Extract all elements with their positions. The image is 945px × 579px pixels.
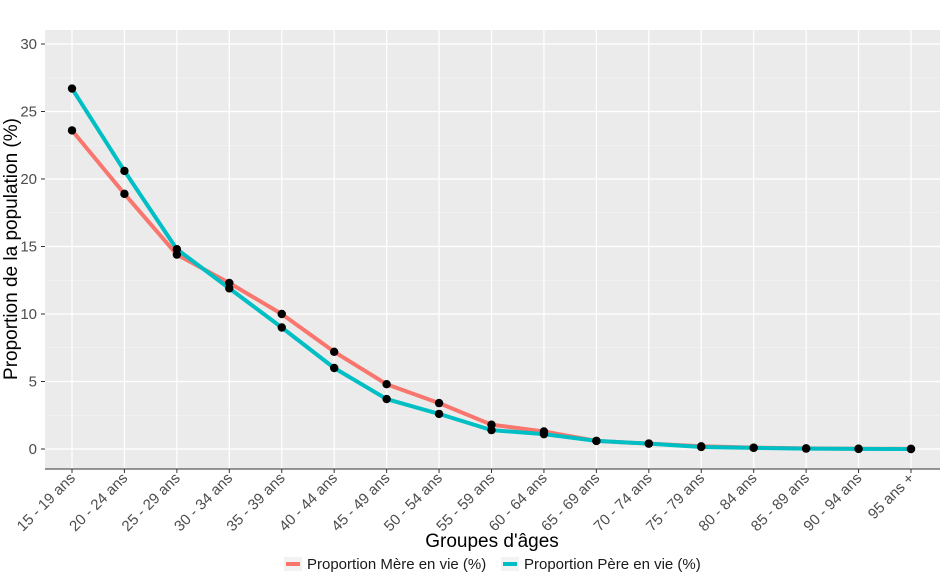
legend-label-pere: Proportion Père en vie (%)	[524, 556, 701, 573]
data-point-pere	[277, 323, 286, 332]
data-point-pere	[801, 444, 811, 453]
data-point-pere	[329, 363, 339, 373]
y-tick-label: 5	[29, 374, 37, 391]
x-tick-label: 95 ans +	[865, 470, 918, 523]
y-tick-label: 10	[20, 306, 37, 323]
y-tick-label: 0	[29, 441, 37, 458]
data-point-pere	[382, 394, 391, 404]
data-point-pere	[172, 245, 182, 254]
y-tick-label: 20	[20, 171, 37, 188]
data-points	[67, 84, 916, 454]
data-point-mere	[329, 347, 339, 356]
y-axis-ticks: 0 5 10 15 20 25 30	[20, 36, 45, 458]
legend-item-pere: Proportion Père en vie (%)	[501, 556, 701, 573]
data-point-pere	[434, 409, 444, 419]
legend-label-mere: Proportion Mère en vie (%)	[307, 556, 486, 573]
data-point-mere	[434, 398, 444, 408]
data-point-mere	[120, 189, 129, 199]
data-point-pere	[592, 436, 601, 446]
x-axis-title: Groupes d'âges	[425, 531, 559, 552]
data-point-pere	[854, 444, 863, 454]
data-point-pere	[906, 444, 916, 454]
legend-item-mere: Proportion Mère en vie (%)	[284, 556, 486, 573]
y-tick-label: 25	[20, 104, 37, 121]
data-point-mere	[277, 309, 286, 319]
data-point-pere	[225, 284, 234, 293]
data-point-mere	[382, 380, 391, 389]
plot-panel	[45, 30, 940, 469]
data-point-pere	[120, 166, 129, 176]
data-point-pere	[539, 429, 549, 439]
data-point-pere	[487, 425, 496, 435]
data-point-pere	[67, 84, 77, 93]
y-tick-label: 30	[20, 36, 37, 53]
data-point-pere	[644, 439, 654, 448]
y-axis-title: Proportion de la population (%)	[1, 118, 22, 380]
y-tick-label: 15	[20, 239, 37, 256]
legend: Proportion Mère en vie (%) Proportion Pè…	[284, 556, 701, 573]
data-point-pere	[749, 443, 758, 453]
data-point-pere	[697, 442, 706, 452]
data-point-mere	[67, 126, 77, 135]
